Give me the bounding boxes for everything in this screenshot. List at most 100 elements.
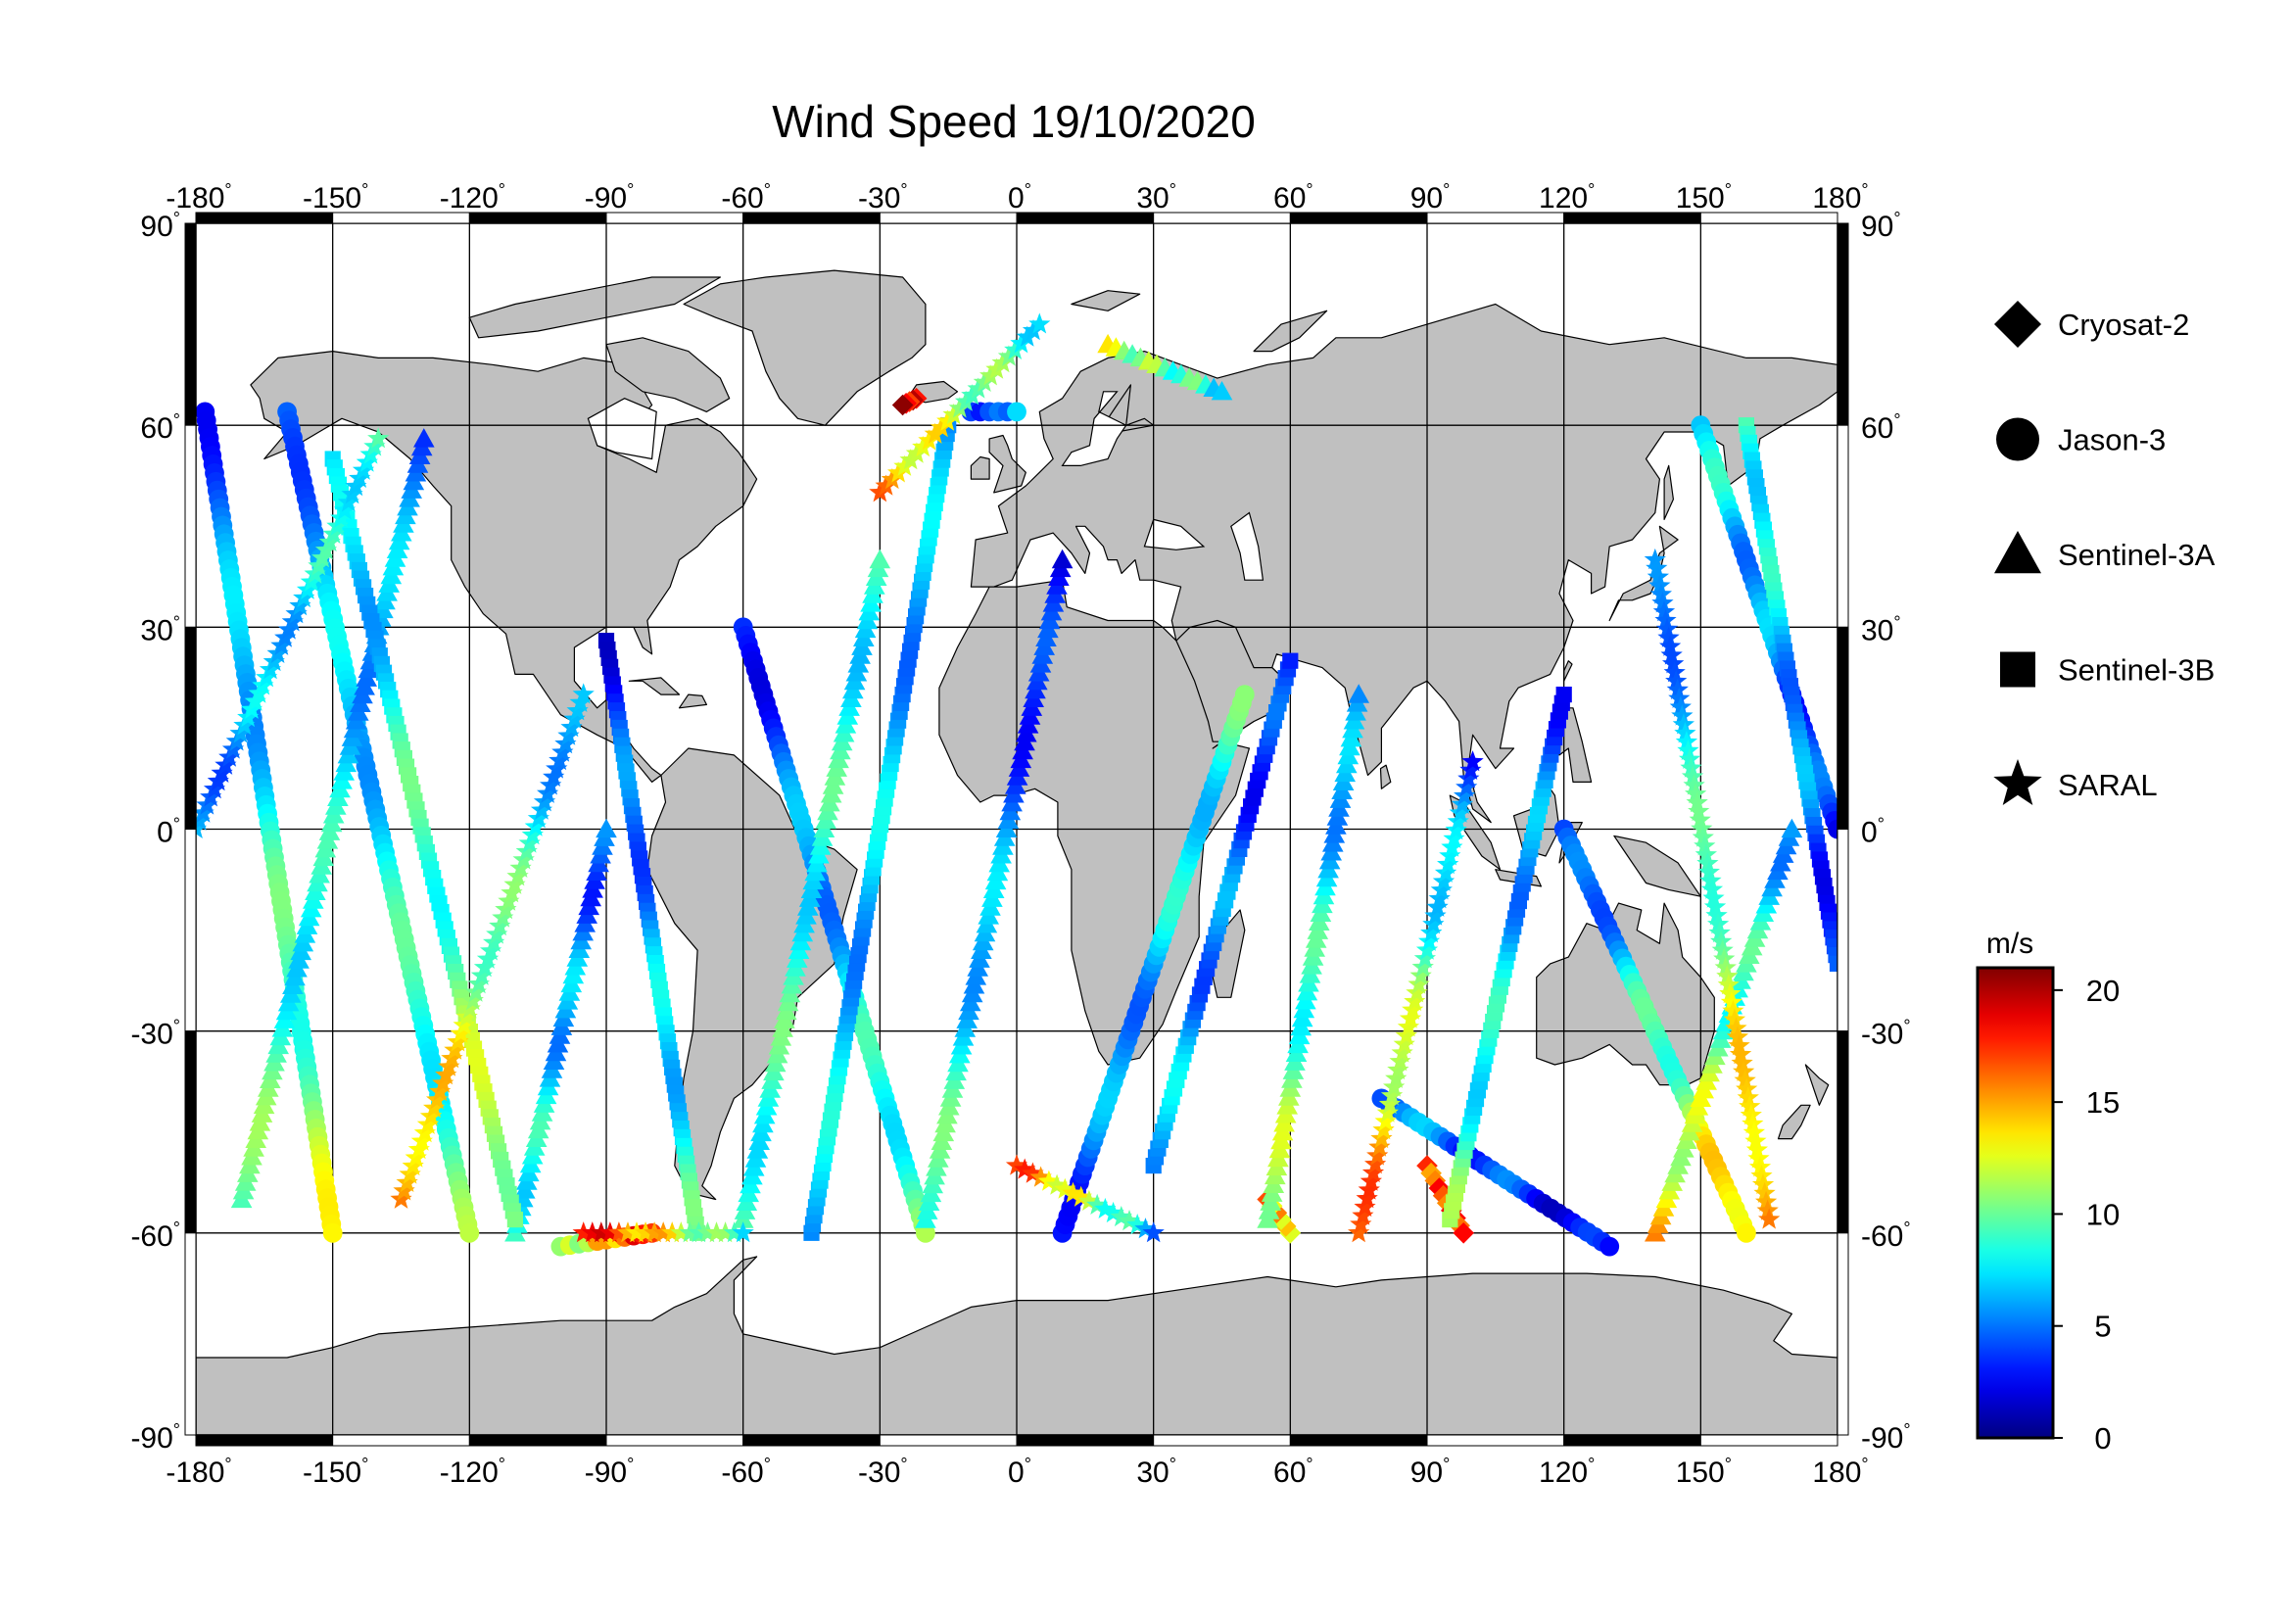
colorbar-tick-label: 10	[2086, 1197, 2120, 1231]
saral-point	[1740, 1104, 1762, 1125]
lon-tick-bottom: -60°	[721, 1455, 771, 1489]
saral-point	[899, 449, 922, 470]
satellite-legend: Cryosat-2 Jason-3 Sentinel-3A Sentinel-3B SA…	[1993, 301, 2216, 805]
saral-point	[1753, 1181, 1776, 1203]
land-sakhalin	[1663, 464, 1674, 520]
frame-segment-bottom	[742, 1434, 881, 1447]
saral-point	[1736, 1077, 1758, 1099]
frame-segment-bottom	[1699, 1434, 1838, 1447]
saral-point	[367, 427, 390, 449]
jason-3-point	[1737, 1222, 1756, 1243]
saral-point	[912, 435, 934, 457]
saral-point	[453, 1014, 475, 1035]
saral-point	[537, 782, 559, 803]
saral-point	[554, 733, 577, 754]
colorbar: m/s 0 5 10 15 20	[1976, 928, 2120, 1456]
saral-point	[467, 973, 490, 994]
saral-point	[515, 839, 538, 862]
saral-point	[705, 1221, 728, 1243]
legend-label: Cryosat-2	[2058, 308, 2189, 342]
sentinel-3a-point	[1211, 381, 1233, 401]
sentinel-3b-point	[506, 1212, 523, 1228]
saral-point	[572, 683, 595, 704]
land-eurasia-africa	[938, 303, 1838, 1066]
saral-point	[1742, 1121, 1765, 1142]
lon-tick-bottom: -150°	[303, 1455, 368, 1489]
saral-point	[714, 1221, 737, 1243]
saral-point	[1134, 1218, 1157, 1239]
saral-point	[1387, 1059, 1409, 1080]
saral-point	[1731, 1051, 1753, 1073]
saral-point	[1651, 592, 1674, 613]
saral-point	[1660, 644, 1683, 665]
saral-point	[489, 914, 511, 936]
saral-point	[1454, 785, 1476, 806]
lat-tick-right: 30°	[1861, 612, 1901, 646]
saral-point	[1666, 678, 1689, 699]
saral-point	[444, 1038, 466, 1060]
saral-point	[1644, 548, 1666, 570]
saral-point	[1729, 1043, 1752, 1065]
saral-point	[1457, 767, 1480, 788]
saral-point	[560, 716, 583, 738]
legend-item-saral: SARAL	[1993, 759, 2158, 805]
saral-point	[1713, 947, 1736, 969]
cryosat-2-point	[891, 394, 914, 416]
saral-point	[1681, 765, 1704, 787]
saral-point	[1029, 1166, 1052, 1187]
saral-point	[1755, 1190, 1778, 1212]
lat-tick-right: -90°	[1861, 1420, 1911, 1455]
saral-point	[518, 832, 541, 853]
saral-point	[1744, 1129, 1767, 1151]
frame-segment-bottom	[332, 1434, 470, 1447]
saral-point	[1652, 600, 1676, 622]
saral-point	[1086, 1193, 1109, 1215]
saral-point	[483, 931, 505, 952]
saral-point	[1694, 835, 1716, 856]
saral-point	[1413, 947, 1436, 969]
saral-point	[625, 1221, 648, 1243]
saral-point	[419, 1105, 443, 1126]
saral-point	[492, 906, 514, 928]
land-svalbard	[1071, 290, 1141, 311]
saral-point	[732, 1221, 754, 1243]
saral-point	[1070, 1185, 1092, 1207]
land-japan	[1608, 525, 1679, 622]
frame-segment-right	[1837, 1232, 1849, 1436]
lat-tick-right: -60°	[1861, 1218, 1911, 1253]
saral-point	[512, 848, 535, 870]
saral-point	[979, 364, 1002, 386]
saral-point	[393, 1179, 415, 1201]
land-new-zealand-south	[1777, 1104, 1811, 1140]
legend-item-jason-3: Jason-3	[1996, 417, 2166, 461]
saral-point	[644, 1221, 666, 1243]
saral-point	[432, 1072, 454, 1093]
saral-point	[549, 749, 571, 771]
saral-point	[551, 740, 574, 762]
frame-segment-bottom	[1563, 1434, 1701, 1447]
saral-point	[423, 1096, 446, 1118]
frame-segment-bottom	[1153, 1434, 1291, 1447]
saral-point	[1350, 1213, 1372, 1234]
lon-tick-top: 90°	[1410, 180, 1451, 215]
saral-point	[661, 1221, 684, 1243]
saral-point	[1374, 1110, 1397, 1131]
saral-point	[435, 1064, 457, 1085]
saral-point	[1739, 1095, 1761, 1117]
saral-point	[1694, 843, 1717, 865]
saral-point	[616, 1221, 640, 1243]
saral-point	[572, 1221, 595, 1243]
sentinel-3b-point	[1555, 687, 1572, 703]
saral-point	[581, 1221, 603, 1243]
saral-point	[455, 1005, 478, 1027]
saral-point	[1352, 1204, 1374, 1225]
land-new-zealand-north	[1804, 1064, 1830, 1106]
saral-point	[1449, 801, 1471, 823]
frame-segment-right	[1837, 424, 1849, 628]
saral-point	[997, 345, 1021, 366]
saral-point	[1037, 1170, 1060, 1191]
saral-point	[1110, 1206, 1132, 1227]
saral-point	[1654, 608, 1677, 631]
saral-point	[509, 856, 532, 878]
